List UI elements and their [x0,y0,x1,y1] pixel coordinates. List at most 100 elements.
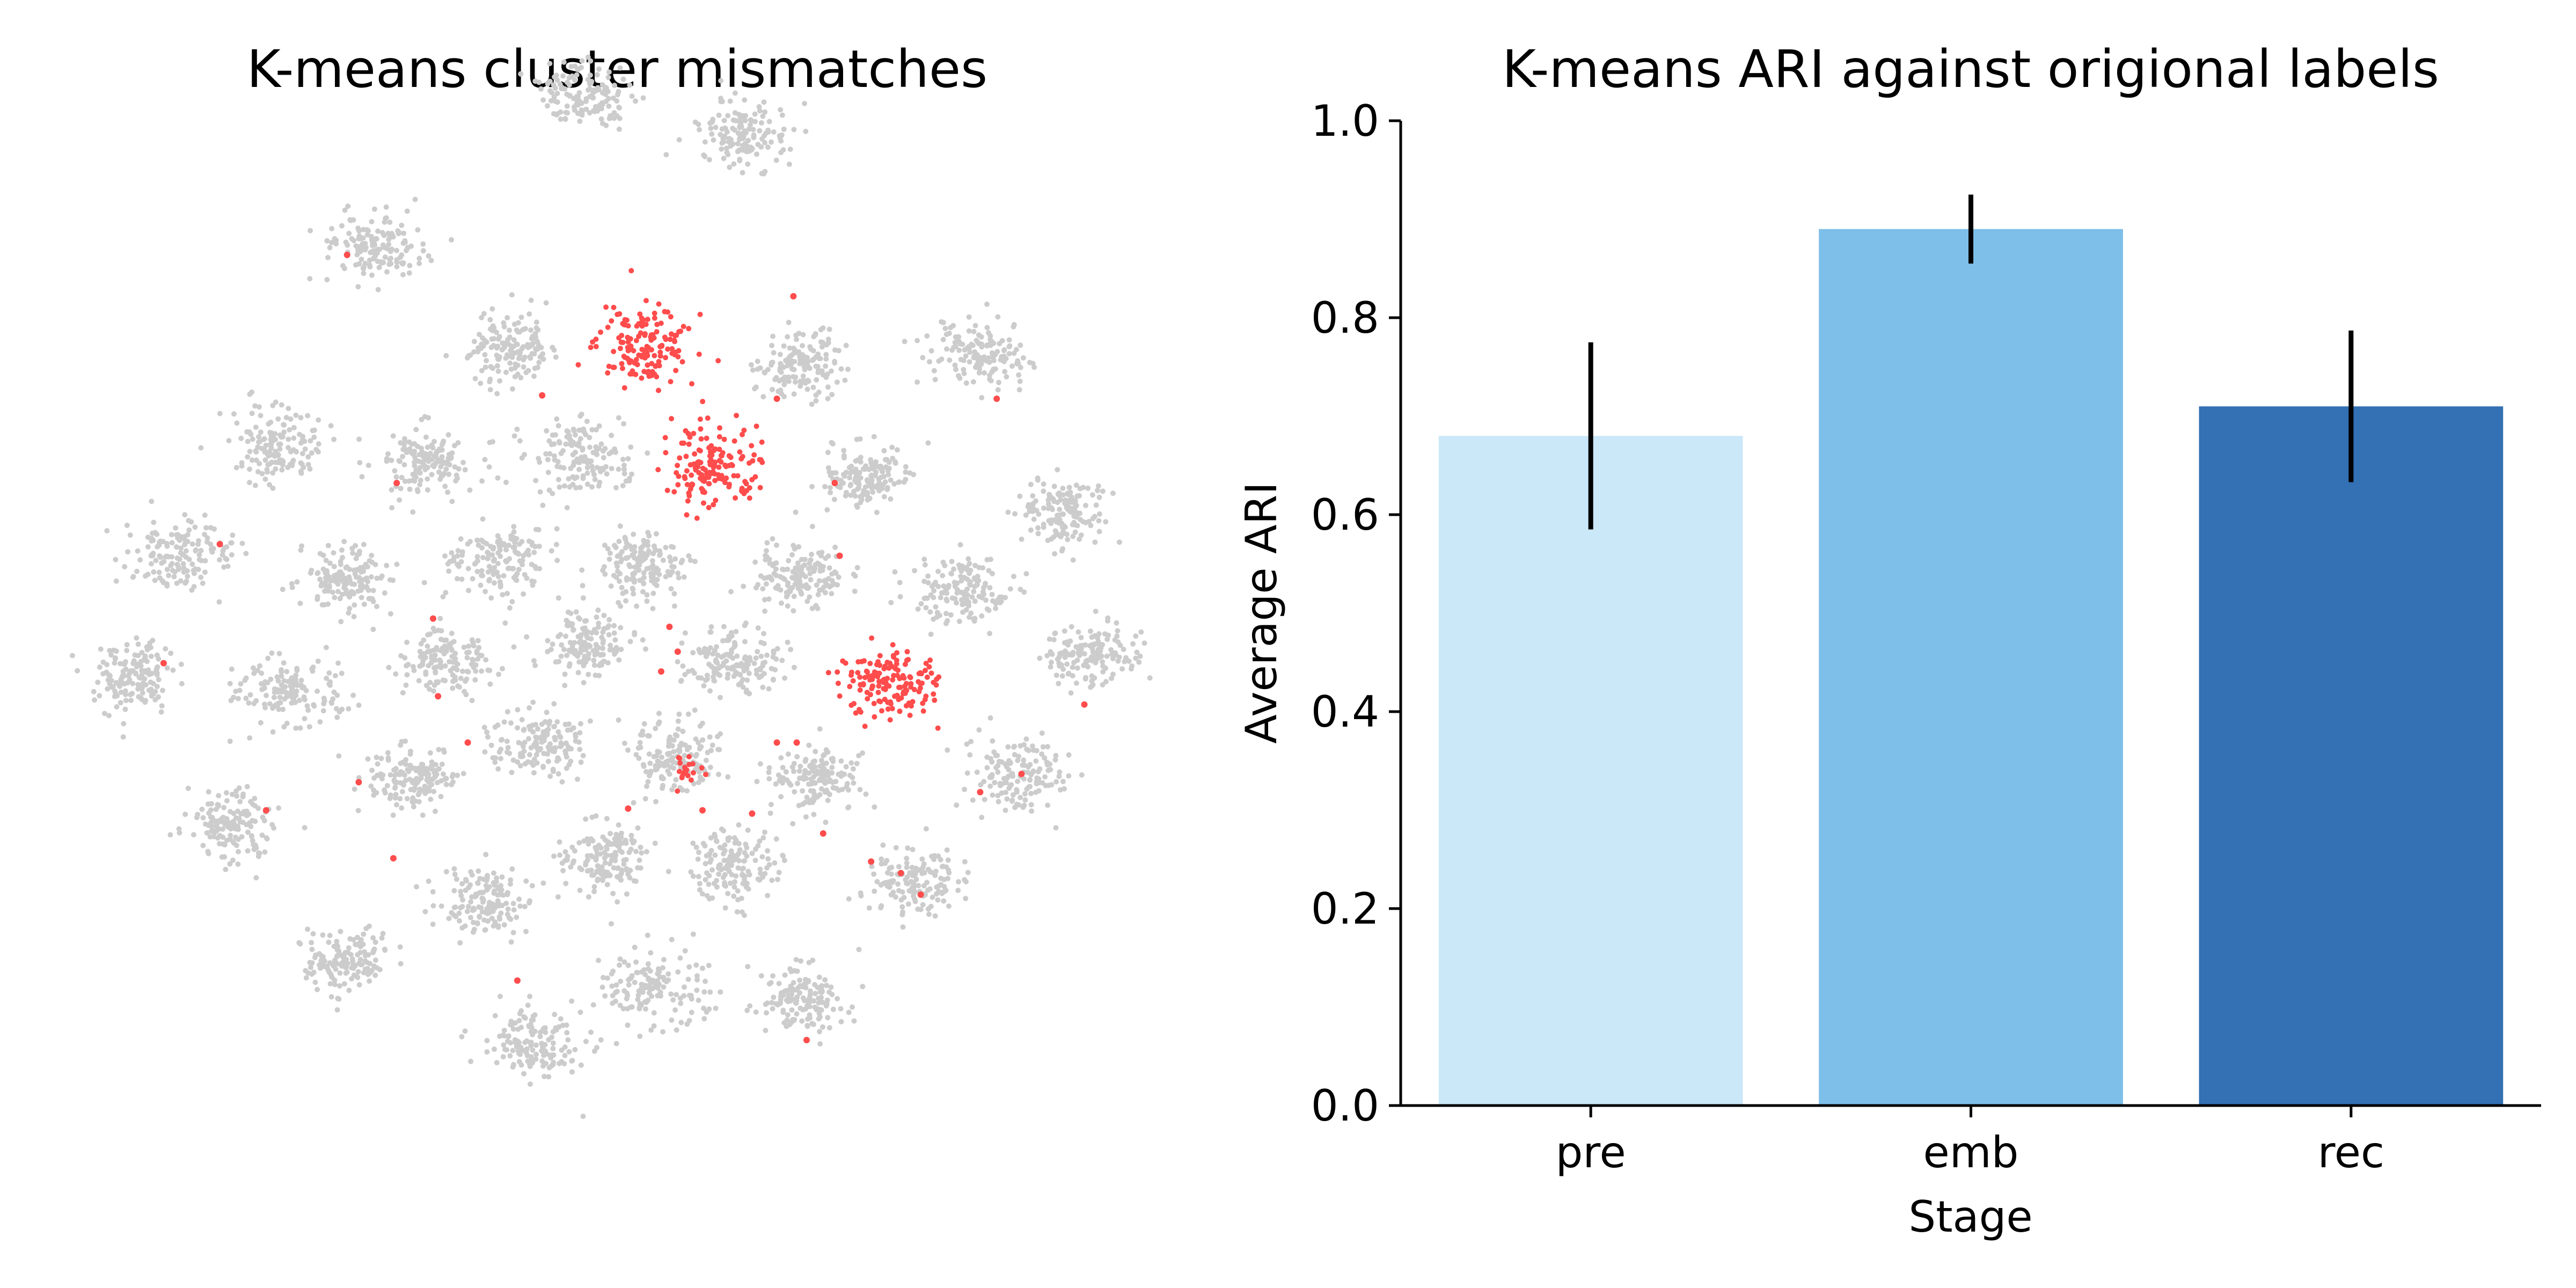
scatter-point [494,363,500,369]
scatter-point [617,847,623,853]
scatter-point [507,353,513,359]
scatter-point [927,359,932,365]
scatter-point [561,59,567,65]
scatter-point [487,376,493,382]
scatter-point [638,865,643,871]
scatter-point [504,709,510,715]
scatter-point [385,750,391,756]
scatter-point [555,595,561,601]
scatter-point [331,436,337,442]
scatter-point [960,341,965,347]
scatter-point [636,352,642,358]
scatter-point [1078,635,1084,640]
scatter-point [555,477,561,482]
scatter-point [495,539,501,545]
scatter-point [594,868,600,874]
scatter-point [441,771,446,777]
scatter-point [279,667,284,673]
scatter-point [399,260,405,266]
scatter-point [198,445,204,451]
scatter-point [594,465,600,471]
scatter-point [786,558,792,564]
scatter-point [497,584,503,590]
scatter-point [629,837,635,843]
scatter-point [771,350,777,356]
scatter-point [565,79,570,85]
scatter-point [823,555,829,561]
scatter-point [824,779,830,785]
scatter-point [1030,493,1036,499]
scatter-point [259,670,265,676]
scatter-point [275,416,281,422]
scatter-point [156,677,162,683]
scatter-point [891,672,897,678]
scatter-point [258,720,264,726]
scatter-point [722,133,728,139]
scatter-point [433,453,439,459]
scatter-point [1069,624,1074,630]
scatter-point [603,304,609,310]
scatter-point [339,223,345,229]
scatter-point [923,693,929,699]
scatter-point [632,564,638,570]
scatter-point [526,705,532,711]
scatter-point [262,849,268,855]
scatter-point [702,139,708,145]
scatter-point [505,745,511,750]
cluster [280,539,427,632]
scatter-point [504,590,510,596]
scatter-point [579,567,585,573]
scatter-point [707,688,713,694]
scatter-point [731,438,737,444]
scatter-point [251,665,256,671]
scatter-point [876,683,882,689]
scatter-point [495,336,501,342]
scatter-point [894,447,900,453]
scatter-point [1079,772,1085,778]
scatter-point [389,505,395,511]
scatter-point [605,324,611,330]
scatter-point [700,477,705,483]
scatter-point [551,701,557,707]
scatter-point [671,737,677,743]
scatter-point [557,733,562,739]
scatter-point [949,347,955,353]
scatter-point [1028,481,1034,487]
scatter-point [665,346,671,352]
scatter-point [1051,534,1057,540]
scatter-point [600,448,606,454]
scatter-point [1037,655,1043,661]
scatter-point [1099,653,1104,659]
scatter-point [653,363,659,369]
scatter-point [854,760,860,766]
scatter-point [589,464,595,470]
scatter-point [257,851,262,856]
scatter-point [381,232,387,238]
scatter-point [757,128,763,134]
scatter-point [145,544,151,550]
scatter-point [616,126,622,132]
scatter-point [1064,531,1070,537]
scatter-point [403,778,408,784]
scatter-point [323,583,329,589]
scatter-point [623,589,629,595]
scatter-point [817,792,823,797]
scatter-point [799,564,805,570]
scatter-point [599,100,605,106]
scatter-point [475,656,481,662]
scatter-point [591,662,597,668]
scatter-point [604,816,610,822]
scatter-point [352,786,357,792]
scatter-point [735,473,741,479]
scatter-point [969,594,975,600]
scatter-point [825,396,831,401]
scatter-point [682,752,687,758]
scatter-point [147,640,153,646]
scatter-point [762,575,767,581]
scatter-point [811,797,817,803]
scatter-point [112,660,118,666]
scatter-point [1096,529,1102,535]
scatter-point [841,453,847,458]
scatter-point [240,794,246,800]
scatter-point [280,687,286,693]
